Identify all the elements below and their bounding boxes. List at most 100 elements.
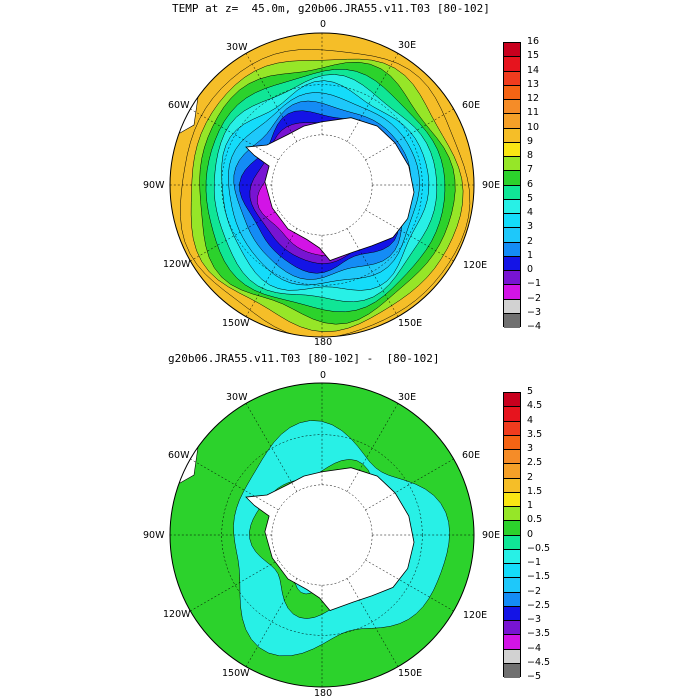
meridian-line [190,458,279,511]
colorbar-temperature [503,42,521,328]
meridian-line [190,209,279,262]
colorbar-tick-label: 13 [527,78,540,90]
colorbar-tick-label: −3 [527,306,542,318]
colorbar-swatch [504,285,520,300]
colorbar-tick-label: 0.5 [527,514,543,526]
colorbar-swatch [504,214,520,229]
colorbar-tick-label: −2 [527,585,542,597]
colorbar-swatch [504,57,520,72]
meridian-line [346,403,399,492]
lon-label-180: 180 [314,337,333,348]
colorbar-swatch [504,464,520,479]
colorbar-swatch [504,171,520,186]
colorbar-difference [503,392,521,678]
colorbar-swatch [504,100,520,115]
colorbar-swatch [504,199,520,214]
lon-label-30e: 30E [398,392,417,403]
colorbar-tick-label: −4 [527,321,542,332]
map-boundary [169,32,475,338]
colorbar-swatch [504,228,520,243]
colorbar-swatch [504,535,520,550]
colorbar-tick-label: 8 [527,150,534,161]
colorbar-tick-label: 10 [527,121,540,133]
antarctica-land [245,117,415,261]
colorbar-swatch [504,578,520,593]
colorbar-swatch [504,142,520,157]
colorbar-swatch [504,299,520,314]
colorbar-swatch [504,435,520,450]
antarctica-land [245,467,415,611]
colorbar-tick-label: 2 [527,471,534,483]
colorbar-swatch [504,313,520,328]
lon-label-90e: 90E [482,530,501,541]
colorbar-tick-label: −3.5 [527,628,551,640]
lon-label-60w: 60W [168,100,190,111]
colorbar-swatch [504,492,520,507]
colorbar-swatch [504,85,520,100]
panel-2-title: g20b06.JRA55.v11.T03 [80-102] - [80-102] [168,352,440,365]
lon-label-30w: 30W [226,42,248,53]
lon-label-90e: 90E [482,180,501,191]
colorbar-tick-label: 0 [527,528,534,540]
colorbar-swatch [504,478,520,493]
lon-label-60e: 60E [462,450,481,461]
colorbar-tick-label: 4 [527,414,534,426]
lon-label-150w: 150W [222,668,250,679]
colorbar-tick-label: −1.5 [527,571,551,583]
colorbar-tick-label: 14 [527,64,540,76]
colorbar-swatch [504,242,520,257]
colorbar-swatch [504,663,520,678]
meridian-line [190,108,279,161]
colorbar-swatch [504,507,520,522]
colorbar-swatch [504,271,520,286]
colorbar-swatch [504,185,520,200]
colorbar-swatch [504,450,520,465]
colorbar-tick-label: 5 [527,192,534,204]
colorbar-tick-label: 2 [527,235,534,247]
lon-label-120w: 120W [163,259,191,270]
colorbar-swatch [504,157,520,172]
meridian-line [245,228,298,317]
colorbar-tick-label: 15 [527,50,540,62]
colorbar-tick-label: 1 [527,249,534,261]
colorbar-tick-label: −2 [527,292,542,304]
colorbar-tick-label: 3 [527,221,534,233]
lon-label-0: 0 [320,19,327,30]
colorbar-swatch [504,621,520,636]
colorbar-tick-label: −2.5 [527,599,551,611]
lon-label-180: 180 [314,688,333,699]
map-panel-1 [169,32,475,338]
lon-label-60e: 60E [462,100,481,111]
lon-label-30w: 30W [226,392,248,403]
lon-label-150e: 150E [398,668,423,679]
colorbar-tick-label: 0 [527,264,534,275]
colorbar-swatch [504,421,520,436]
colorbar-tick-label: 1 [527,500,534,511]
colorbar-tick-label: −4.5 [527,656,551,668]
colorbar-tick-label: 7 [527,164,534,176]
lon-label-120e: 120E [463,610,488,621]
lon-label-60w: 60W [168,450,190,461]
meridian-line [365,559,454,612]
lon-label-150e: 150E [398,318,423,329]
colorbar-swatch [504,71,520,86]
meridian-line [365,458,454,511]
colorbar-tick-label: −0.5 [527,542,551,554]
colorbar-tick-label: 4 [527,207,534,218]
colorbar-swatch [504,393,520,408]
meridian-line [346,228,399,317]
meridian-line [190,559,279,612]
map-boundary [169,382,475,688]
colorbar-tick-label: 3 [527,443,534,454]
colorbar-tick-label: 3.5 [527,428,543,440]
colorbar-tick-label: −1 [527,557,542,568]
lon-label-0: 0 [320,370,327,381]
colorbar-tick-label: 12 [527,93,540,104]
colorbar-swatch [504,592,520,607]
colorbar-swatch [504,649,520,664]
colorbar-swatch [504,521,520,536]
lon-label-90w: 90W [143,180,165,191]
colorbar-tick-label: 5 [527,386,534,397]
colorbar-swatch [504,128,520,143]
